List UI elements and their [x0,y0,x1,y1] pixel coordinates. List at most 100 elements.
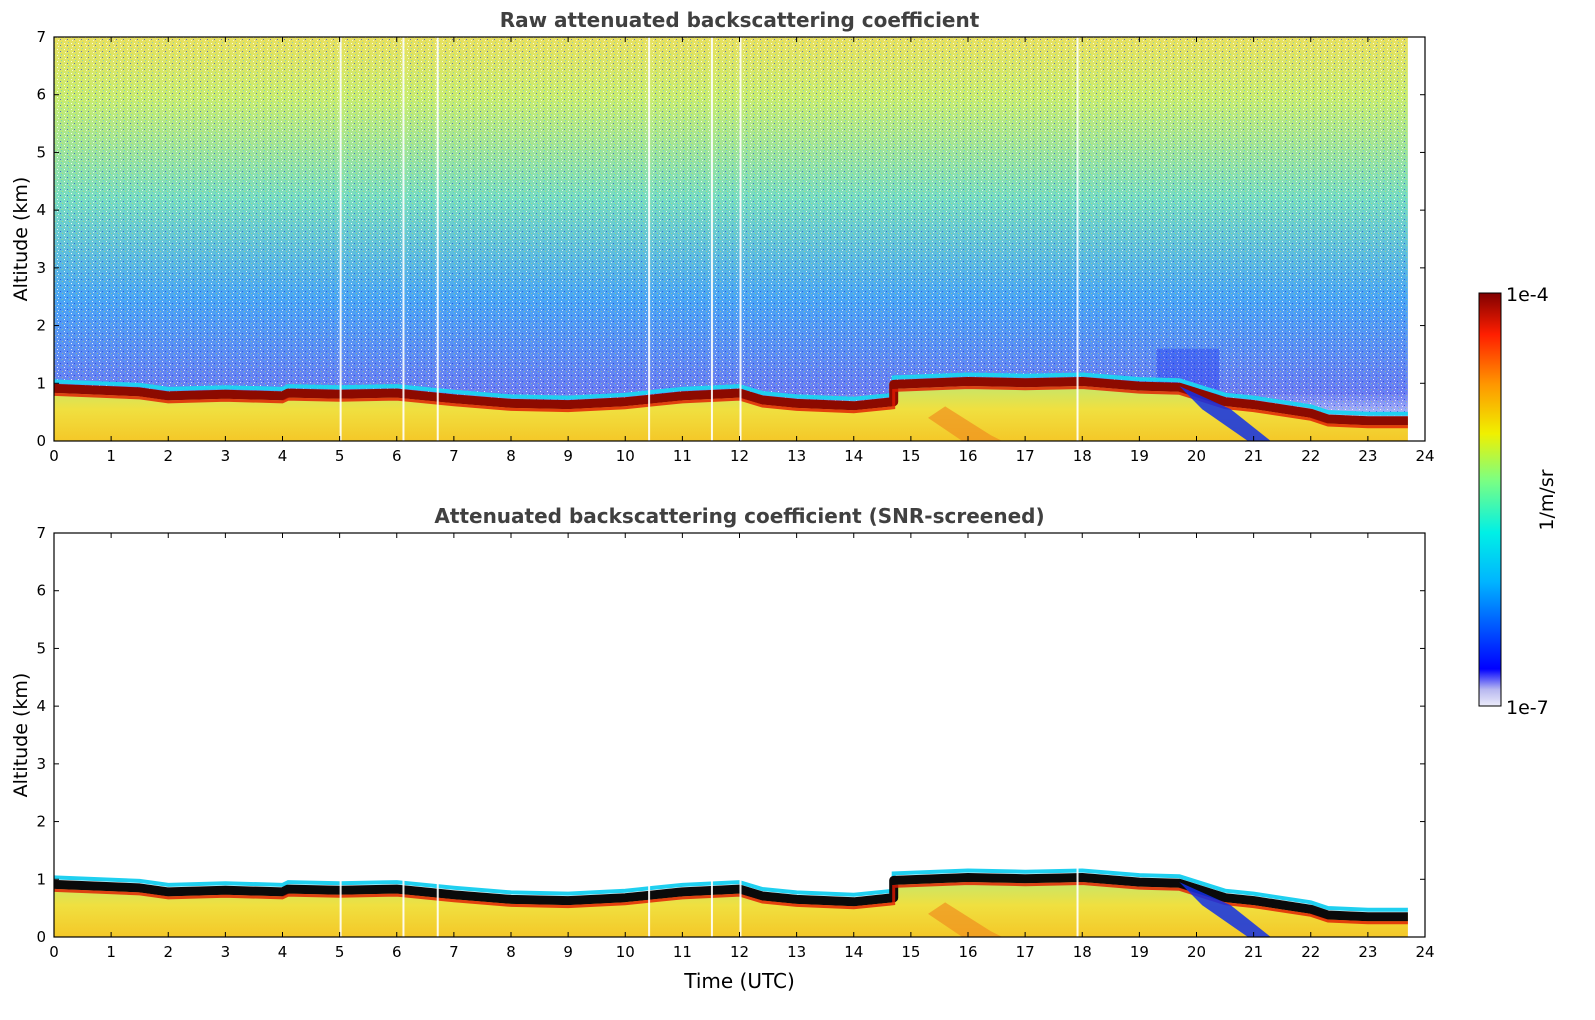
x-tick-label: 23 [1358,447,1377,465]
chart-title: Attenuated backscattering coefficient (S… [434,504,1044,528]
y-tick-label: 2 [36,813,46,831]
layer-edge [54,372,1408,416]
x-tick-label: 7 [449,943,459,961]
x-tick-label: 9 [563,943,573,961]
chart-title: Raw attenuated backscattering coefficien… [500,8,980,32]
x-tick-label: 4 [278,943,288,961]
plot-area [54,37,1408,441]
data-gap [402,37,405,441]
x-tick-label: 14 [844,943,863,961]
y-tick-label: 3 [36,259,46,277]
data-gap [739,37,742,441]
colorbar-unit-label: 1/m/sr [1536,469,1558,530]
x-tick-label: 22 [1301,447,1320,465]
y-axis-label: Altitude (km) [10,177,32,302]
x-tick-label: 11 [673,943,692,961]
y-tick-label: 7 [36,28,46,46]
colorbar-gradient [1478,292,1502,707]
y-tick-label: 0 [36,928,46,946]
data-gap [710,533,713,937]
x-tick-label: 19 [1130,447,1149,465]
x-tick-label: 2 [163,447,173,465]
data-gap [739,533,742,937]
x-tick-label: 21 [1244,943,1263,961]
data-gap [339,37,342,441]
x-tick-label: 13 [787,447,806,465]
x-tick-label: 24 [1415,447,1434,465]
cloud-layer-band [54,873,1408,922]
screened-backscatter-panel: 0 1 2 3 4 5 6 7 8 9 10 11 12 13 14 15 16 17 18 19 20 21 22 23 24… [10,504,1435,993]
y-tick-label: 4 [36,201,46,219]
x-tick-label: 15 [901,943,920,961]
x-tick-label: 22 [1301,943,1320,961]
data-gap [436,533,439,937]
data-gap [1076,533,1079,937]
x-tick-label: 2 [163,943,173,961]
x-tick-label: 20 [1187,943,1206,961]
x-tick-label: 15 [901,447,920,465]
y-axis-label: Altitude (km) [10,673,32,798]
x-tick-label: 7 [449,447,459,465]
y-tick-label: 2 [36,317,46,335]
data-gap [436,37,439,441]
y-tick-label: 3 [36,755,46,773]
data-gap [339,533,342,937]
raw-backscatter-panel: 0 1 2 3 4 5 6 7 8 9 10 11 12 13 14 15 16 17 18 19 20 21 22 23 24… [10,8,1435,465]
y-tick-label: 5 [36,639,46,657]
y-tick-label: 5 [36,143,46,161]
descending-feature [1179,882,1271,937]
x-tick-label: 3 [221,943,231,961]
y-tick-label: 1 [36,374,46,392]
data-gap [648,37,651,441]
x-tick-label: 5 [335,447,345,465]
y-tick-label: 6 [36,582,46,600]
x-tick-label: 9 [563,447,573,465]
y-tick-label: 4 [36,697,46,715]
x-tick-label: 16 [958,943,977,961]
x-tick-label: 10 [616,447,635,465]
layer-edge [54,868,1408,912]
x-tick-label: 16 [958,447,977,465]
y-tick-label: 0 [36,432,46,450]
x-tick-label: 12 [730,943,749,961]
x-tick-label: 19 [1130,943,1149,961]
x-tick-label: 12 [730,447,749,465]
y-tick-label: 1 [36,870,46,888]
x-tick-label: 14 [844,447,863,465]
x-tick-label: 6 [392,943,402,961]
x-tick-label: 21 [1244,447,1263,465]
noise-speckle [54,37,1408,441]
y-tick-label: 6 [36,86,46,104]
cloud-layer-band [54,377,1408,426]
data-gap [402,533,405,937]
x-tick-label: 23 [1358,943,1377,961]
x-tick-label: 13 [787,943,806,961]
x-axis-label: Time (UTC) [683,969,795,993]
x-tick-label: 11 [673,447,692,465]
colorbar-min-label: 1e-7 [1506,697,1549,719]
colorbar: 1e-4 1e-7 1/m/sr [1478,284,1558,719]
x-tick-label: 1 [106,943,116,961]
data-gap [648,533,651,937]
x-tick-label: 4 [278,447,288,465]
warm-streak [928,406,1003,441]
y-tick-label: 7 [36,524,46,542]
x-tick-label: 24 [1415,943,1434,961]
plot-area [54,533,1408,937]
colorbar-max-label: 1e-4 [1506,284,1549,306]
x-tick-label: 18 [1073,447,1092,465]
descending-feature [1179,386,1271,441]
x-tick-label: 0 [49,447,59,465]
data-gap [1076,37,1079,441]
x-tick-label: 5 [335,943,345,961]
x-tick-label: 17 [1016,943,1035,961]
x-tick-label: 1 [106,447,116,465]
x-tick-label: 18 [1073,943,1092,961]
x-tick-label: 3 [221,447,231,465]
x-tick-label: 10 [616,943,635,961]
x-tick-label: 8 [506,943,516,961]
x-tick-label: 17 [1016,447,1035,465]
warm-streak [928,902,1003,937]
x-tick-label: 6 [392,447,402,465]
